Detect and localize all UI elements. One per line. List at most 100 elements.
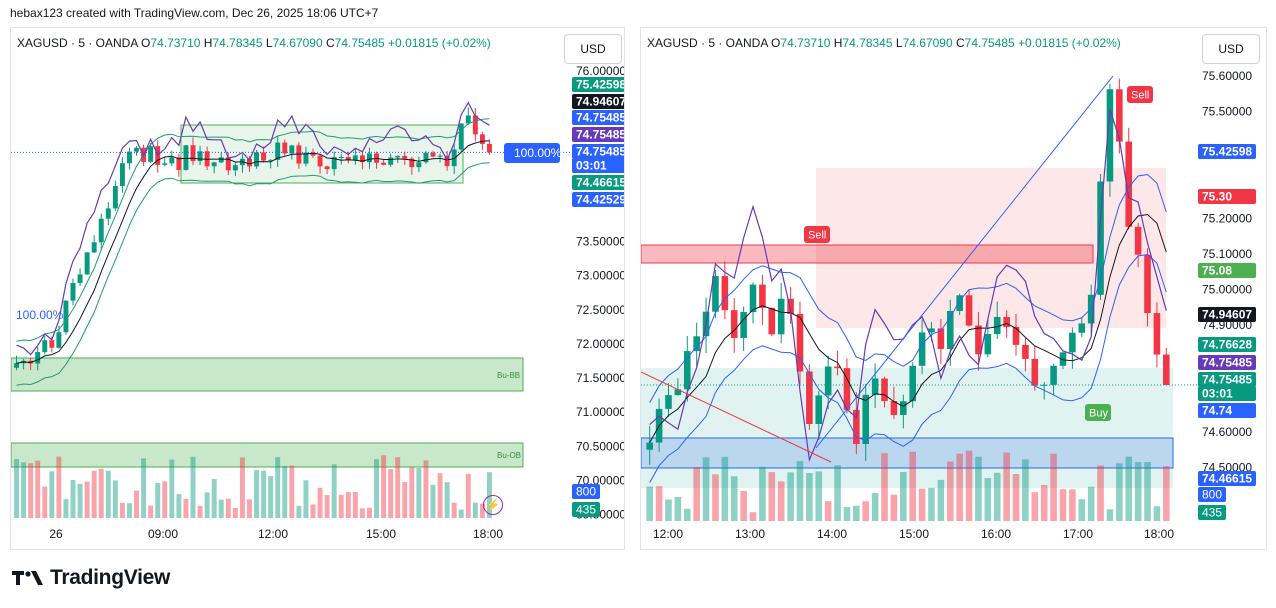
candle-body	[35, 352, 41, 364]
price-tag-bg	[572, 77, 624, 92]
y-tick-label: 75.20000	[1202, 211, 1252, 225]
x-tick-label: 18:00	[1144, 527, 1174, 541]
left-currency-button[interactable]: USD	[564, 34, 622, 64]
volume-bar	[768, 472, 776, 521]
price-tag-bg	[572, 144, 624, 159]
candle-body	[928, 328, 935, 333]
x-tick-label: 12:00	[653, 527, 683, 541]
zone-label-bu-ob: Bu-OB	[497, 451, 521, 460]
volume-bar	[268, 476, 274, 518]
volume-bar	[1134, 462, 1142, 521]
y-tick-label: 73.50000	[576, 235, 624, 249]
right-chart-canvas[interactable]: 75.60000 75.50000 75.20000 75.10000 75.00000…	[641, 28, 1266, 549]
volume-bar	[458, 509, 464, 518]
volume-bar	[367, 507, 372, 518]
right-legend-open: 74.73710	[780, 36, 831, 50]
left-chart-canvas[interactable]: 76.00000 73.50000 73.00000 72.50000 72.00000…	[11, 28, 624, 549]
price-tag-bg	[572, 127, 624, 142]
volume-bar	[965, 450, 973, 521]
candle-body	[1144, 254, 1151, 314]
x-tick-label: 12:00	[258, 527, 288, 541]
y-tick-label: 74.60000	[1202, 425, 1252, 439]
candle-body	[359, 155, 365, 163]
candle-body	[853, 409, 860, 445]
candle-body	[1097, 181, 1104, 295]
candle-body	[381, 162, 387, 165]
candle-body	[871, 378, 879, 395]
tradingview-logo[interactable]: TradingView	[12, 566, 170, 590]
volume-bar	[937, 479, 945, 521]
y-tick-label: 71.50000	[576, 371, 624, 385]
candle-body	[946, 310, 954, 349]
candle-body	[806, 371, 813, 424]
candle-body	[1012, 326, 1020, 345]
candle-body	[730, 310, 738, 338]
candle-body	[148, 146, 154, 162]
candle-body	[487, 143, 492, 153]
volume-bar	[1040, 484, 1048, 521]
volume-bar	[1125, 456, 1133, 521]
candle-body	[451, 149, 457, 167]
candle-body	[796, 313, 804, 372]
y-tick-label: 73.00000	[576, 269, 624, 283]
signal-badge-bg	[804, 226, 830, 243]
volume-bar	[1050, 453, 1057, 521]
candle-body	[247, 158, 252, 167]
upper-band-line	[649, 173, 1167, 403]
candle-body	[674, 389, 682, 396]
volume-bar	[759, 466, 766, 521]
left-chart-panel[interactable]: 76.00000 73.50000 73.00000 72.50000 72.00000…	[10, 27, 625, 550]
volume-tag-bg	[572, 484, 600, 499]
candle-body	[1078, 323, 1086, 333]
y-tick-label: 75.50000	[1202, 104, 1252, 118]
volume-bar	[451, 502, 457, 518]
price-tag-label: 74.75485	[1202, 373, 1252, 387]
candle-body	[84, 252, 90, 275]
lightning-icon[interactable]: ⚡	[483, 495, 503, 515]
volume-bar	[127, 503, 132, 518]
y-tick-label: 76.00000	[576, 64, 624, 78]
price-tag-bg	[1198, 307, 1256, 322]
volume-bar	[197, 505, 203, 518]
x-tick-label: 13:00	[735, 527, 765, 541]
candle-body	[721, 276, 729, 311]
candle-body	[1069, 332, 1076, 353]
tradingview-logo-text: TradingView	[50, 566, 171, 589]
volume-bar	[900, 471, 907, 521]
price-tag-label: 75.30	[1202, 190, 1232, 204]
volume-bar	[211, 479, 217, 518]
volume-bar	[254, 470, 259, 518]
candle-body	[183, 145, 189, 170]
price-tag-label: 74.94607	[576, 95, 624, 109]
signal-badge-label: Sell	[808, 230, 826, 242]
volume-bar	[91, 470, 97, 518]
y-tick-label: 75.10000	[1202, 247, 1252, 261]
chart-zone-1	[11, 442, 524, 468]
candle-body	[402, 155, 408, 159]
price-tag-label: 74.75485	[576, 128, 624, 142]
volume-bar	[310, 504, 316, 518]
x-tick-label: 16:00	[981, 527, 1011, 541]
candle-body	[815, 395, 823, 424]
volume-bar	[437, 473, 443, 518]
price-tag-bg	[572, 158, 624, 173]
left-legend-change: +0.01815 (+0.02%)	[388, 36, 491, 50]
volume-bar	[331, 464, 337, 518]
candle-body	[190, 145, 196, 162]
candle-body	[665, 395, 672, 409]
volume-bar	[928, 487, 935, 521]
candle-body	[472, 115, 478, 135]
candle-body	[112, 186, 118, 209]
lower-band-line	[649, 253, 1167, 483]
candle-body	[268, 159, 274, 161]
volume-bar	[824, 501, 832, 521]
volume-bar	[918, 488, 926, 521]
right-currency-button[interactable]: USD	[1202, 34, 1260, 64]
candle-body	[367, 153, 372, 163]
volume-bar	[853, 505, 860, 521]
candle-body	[345, 157, 351, 161]
candle-body	[834, 366, 841, 369]
volume-bar	[176, 494, 182, 518]
right-chart-panel[interactable]: 75.60000 75.50000 75.20000 75.10000 75.00000…	[640, 27, 1267, 550]
signal-badge-label: Sell	[1131, 90, 1149, 102]
